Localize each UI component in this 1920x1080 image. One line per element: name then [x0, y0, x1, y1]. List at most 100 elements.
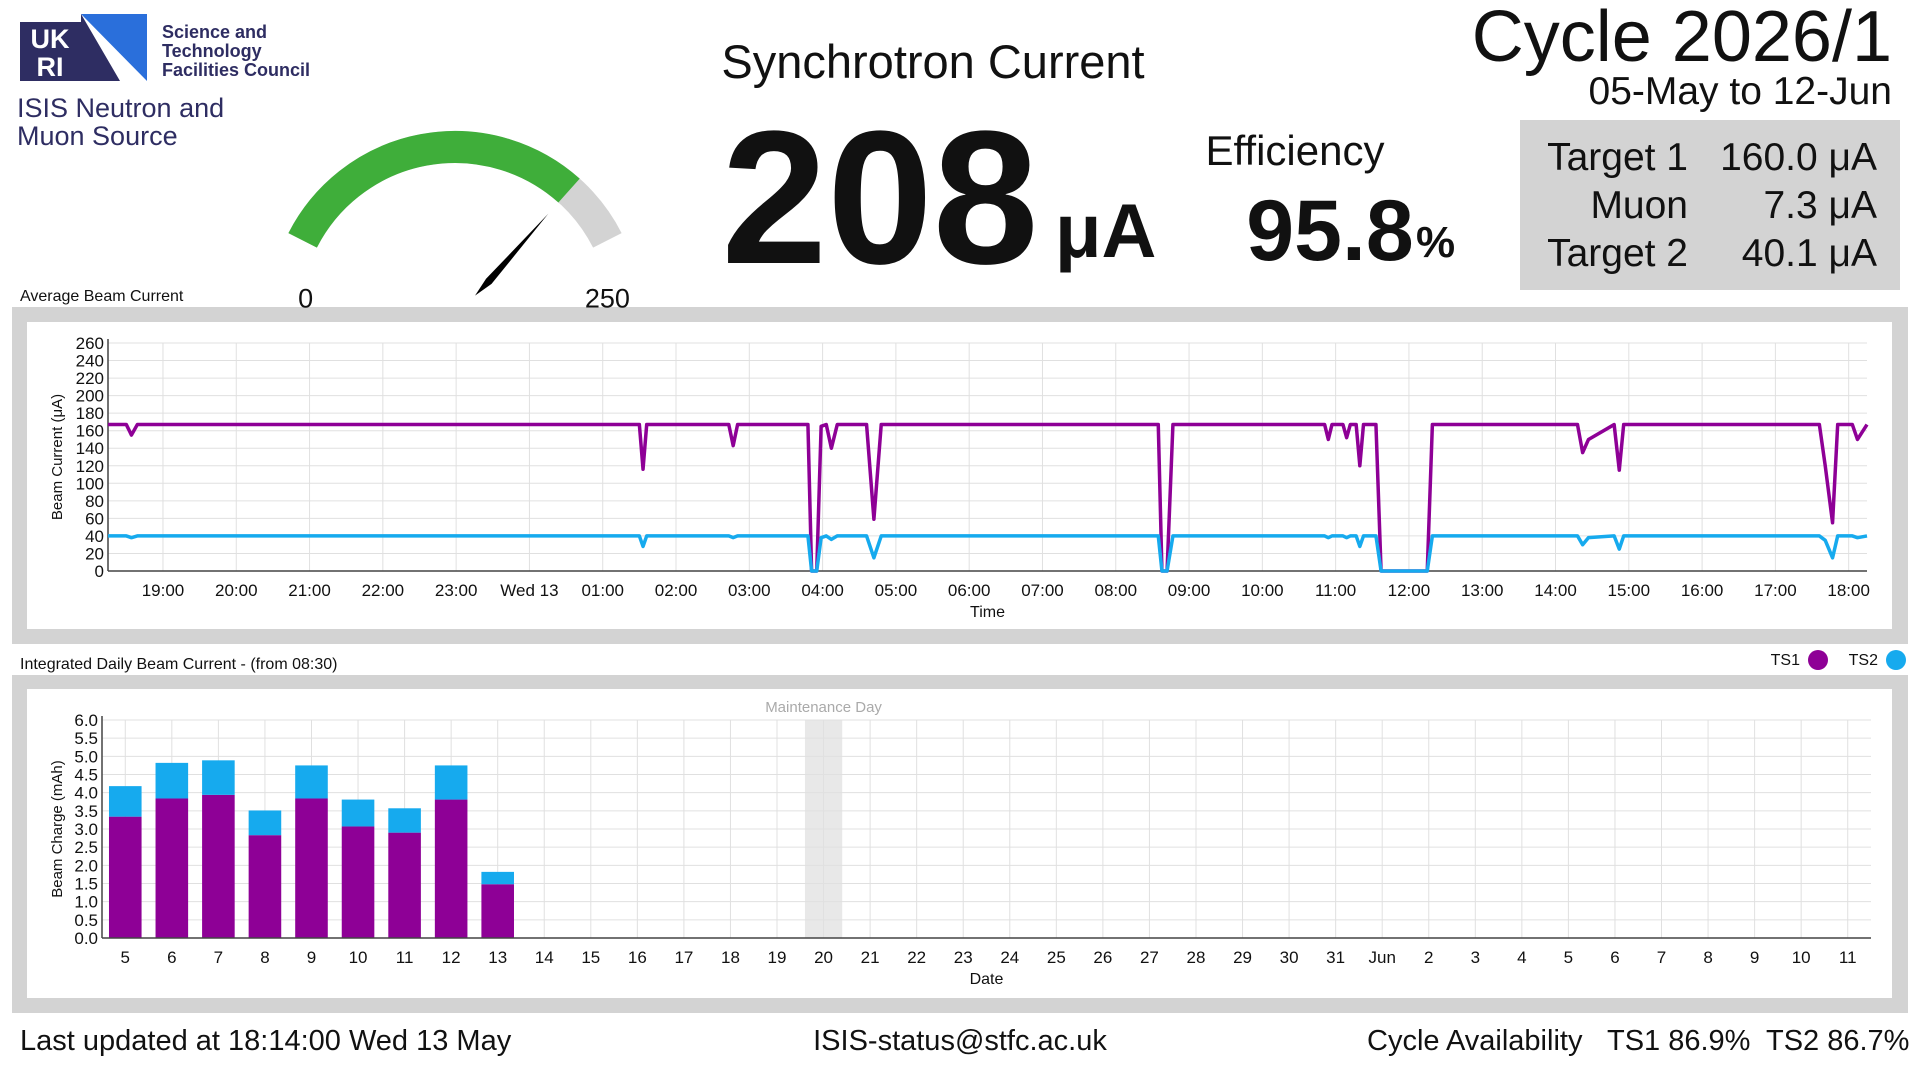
legend-swatch	[1886, 650, 1906, 670]
target-value: 160.0 μA	[1720, 136, 1877, 179]
target-name: Target 2	[1547, 232, 1688, 275]
x-tick-label: 19	[768, 948, 787, 967]
x-tick-label: 22:00	[362, 581, 405, 600]
annotation: Maintenance Day	[765, 699, 882, 716]
y-tick-label: 2.0	[74, 856, 98, 875]
bar	[108, 786, 142, 817]
cycle-title: Cycle 2026/1	[1472, 0, 1892, 77]
y-tick-label: 120	[76, 457, 104, 476]
x-tick-label: 03:00	[728, 581, 771, 600]
x-tick-label: 18	[721, 948, 740, 967]
x-tick-label: 4	[1517, 948, 1526, 967]
x-tick-label: 30	[1280, 948, 1299, 967]
panel	[27, 322, 1892, 629]
x-tick-label: 2	[1424, 948, 1433, 967]
x-tick-label: 7	[214, 948, 223, 967]
x-tick-label: 8	[260, 948, 269, 967]
bar	[388, 808, 421, 833]
y-axis-label: Beam Charge (mAh)	[49, 760, 66, 898]
line-series: TS2	[108, 534, 1868, 573]
x-tick-label: 18:00	[1827, 581, 1870, 600]
y-tick-label: 3.0	[74, 820, 98, 839]
x-tick-label: 6	[167, 948, 176, 967]
x-tick-label: 23	[954, 948, 973, 967]
x-tick-label: 11:00	[1315, 581, 1356, 600]
gauge-min-label: 0	[298, 283, 313, 313]
line-series: TS1	[108, 422, 1869, 573]
facility-name: ISIS Neutron and	[17, 93, 224, 123]
contact-email: ISIS-status@stfc.ac.uk	[813, 1025, 1107, 1057]
x-tick-label: 16:00	[1681, 581, 1724, 600]
current-unit: μA	[1055, 189, 1156, 274]
x-tick-label: Jun	[1368, 948, 1395, 967]
x-tick-label: 02:00	[655, 581, 698, 600]
facility-name: Muon Source	[17, 121, 178, 151]
x-tick-label: 19:00	[142, 581, 185, 600]
y-tick-label: 0.5	[74, 911, 98, 930]
x-tick-label: 7	[1657, 948, 1666, 967]
legend-label: TS2	[1849, 652, 1878, 669]
targets-box	[1520, 120, 1900, 290]
availability-value: TS2 86.7%	[1766, 1025, 1909, 1057]
x-tick-label: 23:00	[435, 581, 478, 600]
logo-square	[20, 22, 81, 81]
x-tick-label: 6	[1610, 948, 1619, 967]
x-tick-label: 25	[1047, 948, 1066, 967]
bar	[341, 799, 375, 827]
x-tick-label: 20	[814, 948, 833, 967]
y-axis-label: Beam Current (μA)	[49, 394, 66, 520]
chart-title: Average Beam Current	[20, 288, 184, 305]
bar	[108, 816, 142, 938]
bar	[295, 765, 328, 799]
x-tick-label: 8	[1703, 948, 1712, 967]
y-tick-label: 4.0	[74, 784, 98, 803]
target-name: Muon	[1590, 184, 1688, 227]
efficiency-title: Efficiency	[1206, 127, 1385, 174]
bar	[341, 826, 375, 938]
bar	[434, 765, 468, 800]
x-tick-label: 17	[674, 948, 693, 967]
legend-label: TS1	[1771, 652, 1800, 669]
y-tick-label: 1.0	[74, 893, 98, 912]
x-tick-label: 22	[907, 948, 926, 967]
y-tick-label: 5.5	[74, 729, 98, 748]
x-tick-label: 05:00	[875, 581, 918, 600]
x-tick-label: 9	[1750, 948, 1759, 967]
y-tick-label: 180	[76, 404, 104, 423]
x-axis-label: Time	[970, 604, 1005, 621]
x-tick-label: 15:00	[1608, 581, 1651, 600]
x-tick-label: 11	[1839, 948, 1857, 967]
x-tick-label: 12:00	[1388, 581, 1431, 600]
x-tick-label: 10:00	[1241, 581, 1284, 600]
x-tick-label: 08:00	[1094, 581, 1137, 600]
availability-value: TS1 86.9%	[1607, 1025, 1750, 1057]
x-tick-label: 13:00	[1461, 581, 1504, 600]
y-tick-label: 3.5	[74, 802, 98, 821]
logo-shape	[81, 14, 120, 81]
x-tick-label: 12	[442, 948, 461, 967]
y-tick-label: 160	[76, 422, 104, 441]
x-tick-label: 26	[1093, 948, 1112, 967]
y-tick-label: 2.5	[74, 838, 98, 857]
x-tick-label: 07:00	[1021, 581, 1064, 600]
x-tick-label: 15	[581, 948, 600, 967]
x-tick-label: 14	[535, 948, 554, 967]
y-tick-label: 80	[85, 492, 104, 511]
x-tick-label: 06:00	[948, 581, 991, 600]
council-name: Science and	[162, 22, 267, 42]
bar	[434, 799, 468, 938]
x-tick-label: 09:00	[1168, 581, 1211, 600]
y-tick-label: 6.0	[74, 711, 98, 730]
logo-text: UK	[31, 24, 70, 54]
x-tick-label: 27	[1140, 948, 1159, 967]
gauge-max-label: 250	[585, 283, 630, 313]
availability-label: Cycle Availability	[1367, 1025, 1583, 1057]
y-tick-label: 20	[85, 544, 104, 563]
x-tick-label: 14:00	[1534, 581, 1577, 600]
target-value: 7.3 μA	[1763, 184, 1877, 227]
x-tick-label: 29	[1233, 948, 1252, 967]
bar	[155, 762, 189, 799]
bar	[248, 810, 282, 836]
